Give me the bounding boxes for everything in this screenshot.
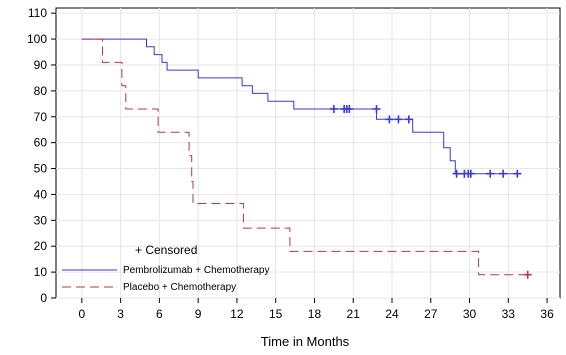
legend-label-pembrolizumab: Pembrolizumab + Chemotherapy (123, 265, 269, 276)
censor-mark (394, 115, 403, 124)
censor-mark (404, 115, 413, 124)
censor-mark (499, 169, 508, 178)
x-axis-title: Time in Months (261, 334, 350, 349)
censor-mark (486, 169, 495, 178)
censor-marks (329, 104, 532, 279)
x-tick-label: 3 (117, 307, 124, 321)
censor-mark (345, 104, 354, 113)
x-tick-label: 9 (195, 307, 202, 321)
y-tick-label: 10 (34, 265, 48, 279)
x-tick-label: 33 (502, 307, 516, 321)
legend-label-placebo: Placebo + Chemotherapy (123, 282, 236, 293)
censor-mark (329, 104, 338, 113)
series-line-0 (81, 38, 518, 175)
y-tick-label: 40 (34, 187, 48, 201)
series-line-1 (81, 38, 528, 276)
y-tick-label: 80 (34, 84, 48, 98)
x-tick-label: 12 (230, 307, 244, 321)
grid-lines (56, 8, 560, 299)
censor-mark (513, 169, 522, 178)
series-lines (81, 38, 528, 276)
x-tick-label: 6 (156, 307, 163, 321)
x-tick-label: 36 (540, 307, 554, 321)
x-tick-label: 0 (79, 307, 86, 321)
censor-mark (452, 169, 461, 178)
y-tick-label: 0 (40, 291, 47, 305)
x-tick-label: 18 (308, 307, 322, 321)
legend: + Censored Pembrolizumab + Chemotherapy … (62, 243, 269, 293)
y-tick-label: 60 (34, 136, 48, 150)
y-tick-label: 70 (34, 110, 48, 124)
y-tick-label: 20 (34, 239, 48, 253)
y-tick-label: 50 (34, 162, 48, 176)
y-tick-label: 90 (34, 58, 48, 72)
censor-mark (385, 115, 394, 124)
x-tick-label: 24 (385, 307, 399, 321)
y-tick-label: 30 (34, 213, 48, 227)
legend-title: + Censored (135, 243, 197, 257)
plot-frame (55, 7, 561, 299)
x-tick-label: 15 (269, 307, 283, 321)
axes: 0 3 6 9 12 15 18 21 24 27 30 33 36010203040506070809… (27, 6, 554, 321)
x-tick-label: 27 (424, 307, 438, 321)
x-tick-label: 30 (463, 307, 477, 321)
y-tick-label: 100 (27, 32, 47, 46)
censor-mark (523, 270, 532, 279)
censor-mark (466, 169, 475, 178)
x-tick-label: 21 (347, 307, 361, 321)
censor-mark (372, 104, 381, 113)
y-tick-label: 110 (28, 6, 47, 20)
